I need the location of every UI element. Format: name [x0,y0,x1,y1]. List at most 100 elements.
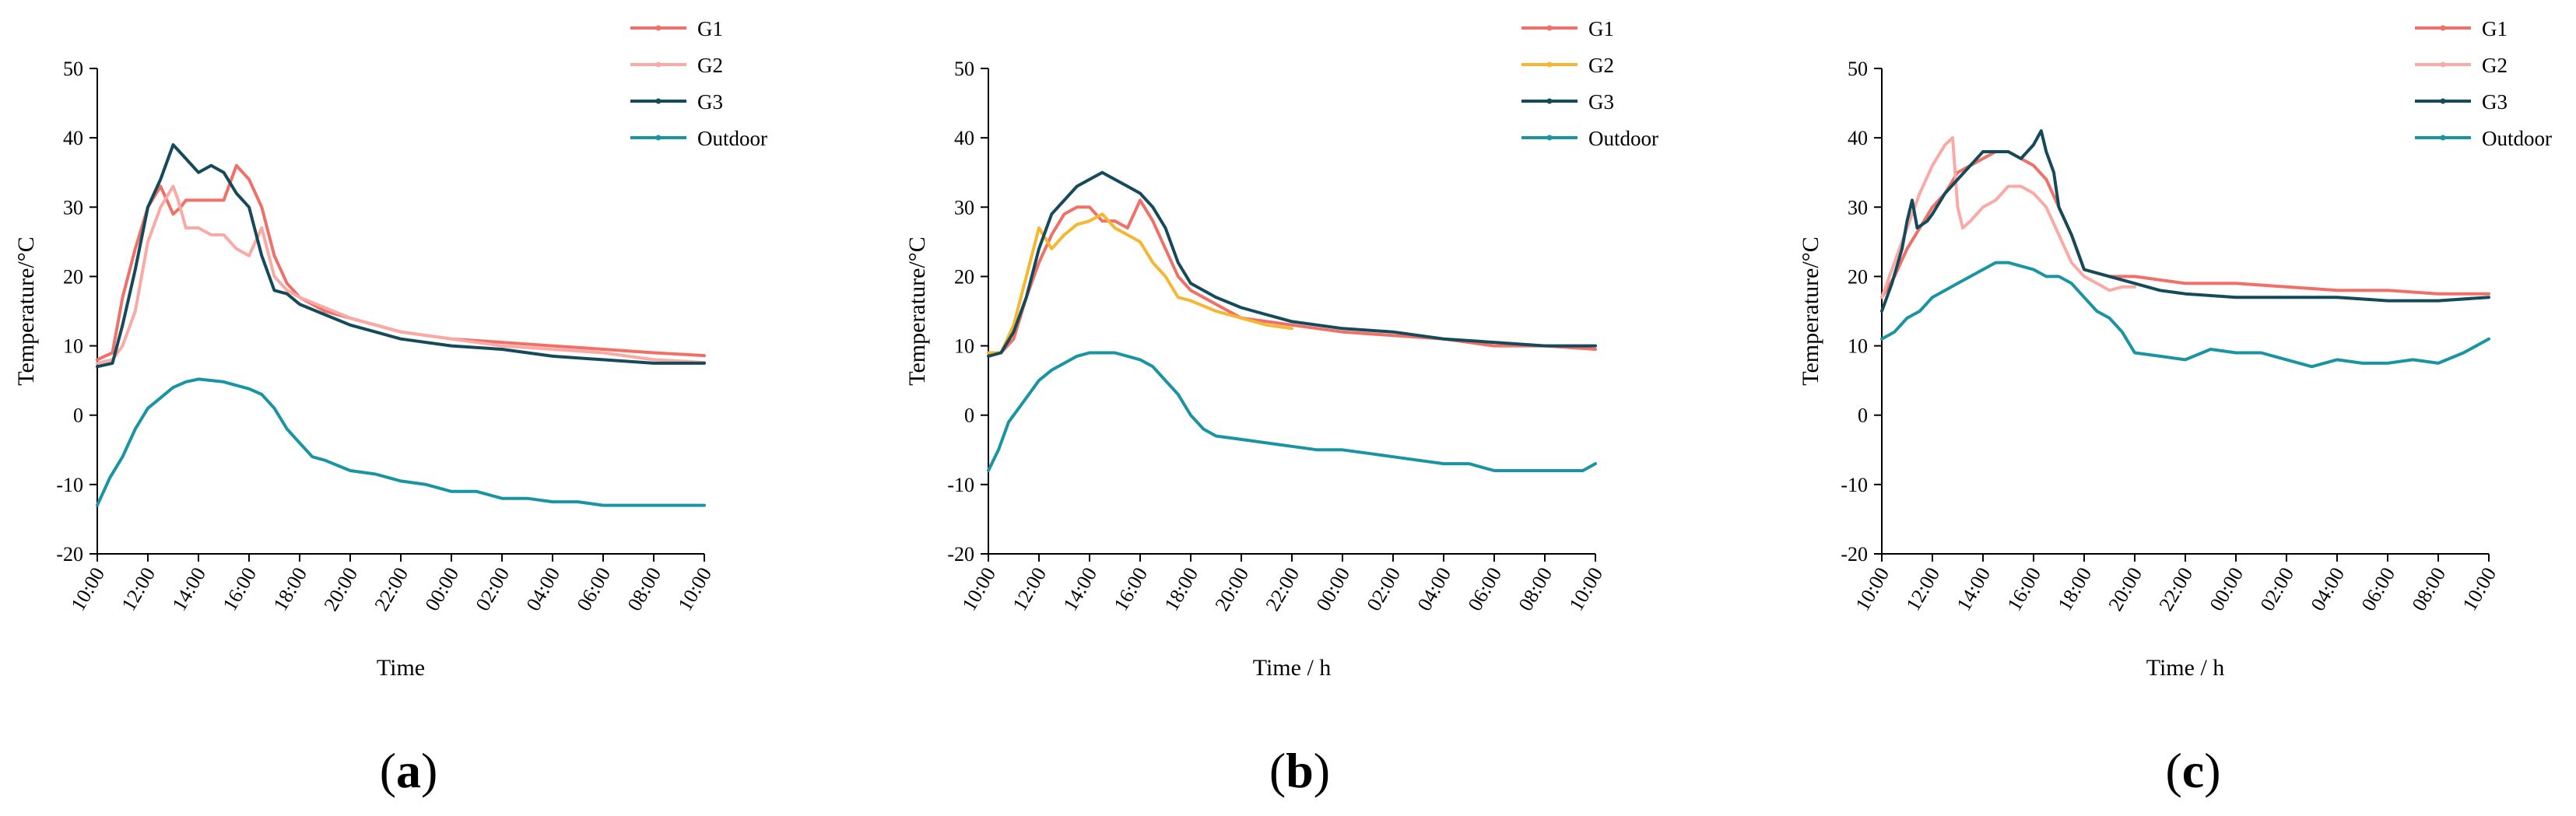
x-tick-label: 18:00 [2053,564,2096,615]
x-tick-label: 06:00 [2357,564,2399,615]
legend-marker [2440,25,2446,31]
x-tick-label: 00:00 [2205,564,2248,615]
x-tick-label: 00:00 [1311,564,1354,615]
series-line-g1 [1880,150,2490,299]
panel-label-letter: c [2182,743,2204,798]
y-tick-label: -20 [56,543,83,566]
panel-label-close: ) [421,743,437,798]
x-tick-label: 10:00 [1851,564,1893,615]
y-tick-label: 20 [954,265,974,288]
x-tick-label: 08:00 [2407,564,2450,615]
legend-marker [2440,61,2446,68]
y-tick-label: -20 [1841,543,1868,566]
x-tick-label: 16:00 [218,564,261,615]
legend-marker [655,135,662,141]
x-tick-label: 22:00 [370,564,412,615]
series-line-g1 [987,198,1597,355]
x-tick-label: 02:00 [471,564,514,615]
x-tick-label: 18:00 [1160,564,1202,615]
legend-marker [1546,135,1553,141]
series-line-g2 [96,184,706,365]
legend-label-g1: G1 [1588,17,1614,40]
x-tick-label: 10:00 [66,564,109,615]
series-line-g3 [987,170,1597,358]
y-axis-title: Temperature/°C [904,236,930,385]
x-tick-label: 14:00 [167,564,210,615]
x-tick-label: 02:00 [1362,564,1405,615]
x-tick-label: 16:00 [2002,564,2045,615]
x-tick-label: 20:00 [2104,564,2146,615]
y-tick-label: 50 [63,58,83,80]
series-line-g3 [96,143,706,369]
x-tick-label: 12:00 [1901,564,1944,615]
y-tick-label: 0 [1858,404,1868,427]
x-tick-label: 12:00 [1008,564,1051,615]
y-tick-label: -10 [56,474,83,496]
panel-label-letter: b [1286,743,1314,798]
y-tick-label: -20 [947,543,974,566]
legend-label-g3: G3 [2482,90,2508,114]
x-tick-label: 06:00 [1463,564,1506,615]
legend-label-g2: G2 [697,54,723,77]
legend-label-g2: G2 [1588,54,1614,77]
x-tick-label: 10:00 [2458,564,2501,615]
x-tick-label: 04:00 [1413,564,1455,615]
y-tick-label: 20 [1848,265,1868,288]
y-tick-label: 50 [954,58,974,80]
x-tick-label: 14:00 [1058,564,1101,615]
x-tick-label: 08:00 [1514,564,1556,615]
x-axis-title: Time / h [2146,655,2225,681]
x-tick-label: 00:00 [420,564,463,615]
series-line-g2 [987,212,1293,355]
legend-marker [2440,98,2446,104]
series-line-g2 [1880,136,2136,299]
panel-label: (b) [1269,743,1330,798]
y-tick-label: 40 [1848,127,1868,149]
legend-label-outdoor: Outdoor [697,127,767,150]
x-tick-label: 10:00 [673,564,716,615]
x-tick-label: 20:00 [319,564,362,615]
x-tick-label: 02:00 [2255,564,2298,615]
legend-marker [655,98,662,104]
x-tick-label: 12:00 [117,564,160,615]
legend-marker [2440,135,2446,141]
legend-marker [655,61,662,68]
y-tick-label: 20 [63,265,83,288]
x-tick-label: 20:00 [1210,564,1253,615]
legend-label-g3: G3 [697,90,723,114]
x-tick-label: 04:00 [2306,564,2349,615]
y-tick-label: 40 [954,127,974,149]
y-tick-label: 10 [954,335,974,358]
series-line-outdoor [96,377,706,507]
y-tick-label: -10 [1841,474,1868,496]
x-axis-title: Time / h [1253,655,1332,681]
y-tick-label: 30 [954,196,974,219]
x-tick-label: 14:00 [1952,564,1995,615]
panel-label-open: ( [2165,743,2181,798]
x-tick-label: 10:00 [1564,564,1607,615]
y-tick-label: 10 [1848,335,1868,358]
y-tick-label: 30 [63,196,83,219]
y-tick-label: 40 [63,127,83,149]
panel-label-open: ( [1269,743,1286,798]
legend-label-outdoor: Outdoor [2482,127,2552,150]
y-tick-label: 10 [63,335,83,358]
x-tick-label: 22:00 [1261,564,1304,615]
legend-marker [655,25,662,31]
x-axis-title: Time [377,655,425,681]
legend-label-g1: G1 [2482,17,2508,40]
y-tick-label: -10 [947,474,974,496]
panel-label-open: ( [380,743,396,798]
legend-marker [1546,61,1553,68]
x-tick-label: 16:00 [1109,564,1152,615]
legend-label-g3: G3 [1588,90,1614,114]
series-line-g3 [1880,129,2490,313]
y-tick-label: 0 [73,404,83,427]
y-axis-title: Temperature/°C [1798,236,1823,385]
y-axis-title: Temperature/°C [13,236,39,385]
x-tick-label: 08:00 [623,564,665,615]
